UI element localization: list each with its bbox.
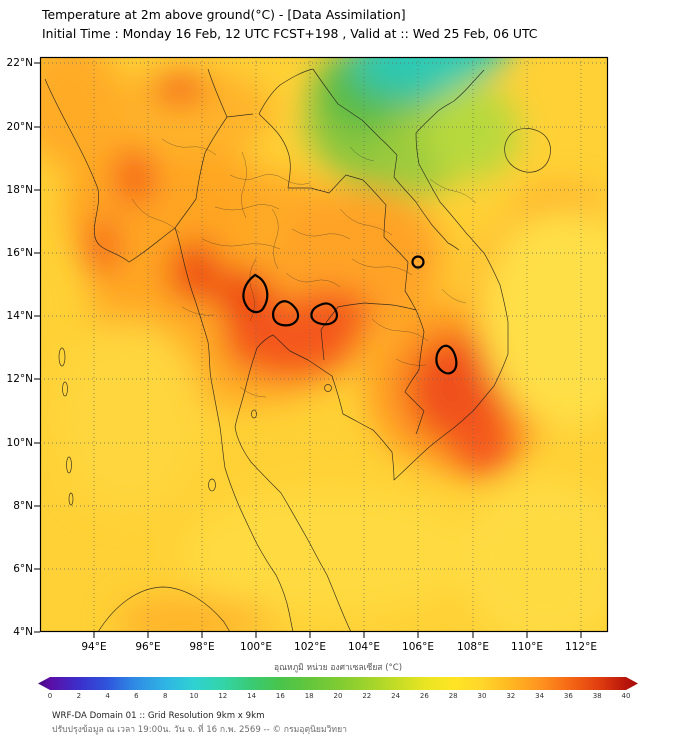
map-subtitle: Initial Time : Monday 16 Feb, 12 UTC FCS… xyxy=(42,25,538,41)
colorbar-tick: 36 xyxy=(563,692,573,700)
y-axis-tick-label: 22°N xyxy=(6,57,33,69)
colorbar-tick: 22 xyxy=(362,692,372,700)
y-axis-tick-label: 6°N xyxy=(13,563,33,575)
colorbar-tick: 30 xyxy=(477,692,487,700)
colorbar-tick: 28 xyxy=(448,692,458,700)
y-axis-tick-label: 20°N xyxy=(6,121,33,133)
temperature-map xyxy=(34,56,609,638)
x-axis-tick-label: 106°E xyxy=(402,641,434,653)
colorbar-bar xyxy=(38,677,638,690)
footer-update-info: ปรับปรุงข้อมูล ณ เวลา 19:00น. วัน จ. ที่… xyxy=(52,724,347,735)
colorbar-tick: 2 xyxy=(76,692,82,700)
colorbar-tick: 20 xyxy=(333,692,343,700)
x-axis-tick-label: 104°E xyxy=(348,641,380,653)
colorbar-label: อุณหภูมิ หน่วย องศาเซลเซียส (°C) xyxy=(273,663,403,673)
x-axis-tick-label: 98°E xyxy=(189,641,215,653)
x-axis-tick-label: 96°E xyxy=(135,641,161,653)
y-axis-tick-label: 14°N xyxy=(6,310,33,322)
colorbar-tick: 32 xyxy=(506,692,516,700)
axis-ticks xyxy=(34,62,582,638)
colorbar-tick: 12 xyxy=(218,692,228,700)
y-axis-tick-label: 4°N xyxy=(13,626,33,638)
colorbar-tick: 4 xyxy=(105,692,110,700)
colorbar-tick: 34 xyxy=(535,692,545,700)
colorbar-tick: 24 xyxy=(391,692,401,700)
map-title: Temperature at 2m above ground(°C) - [Da… xyxy=(42,7,406,22)
province-boundaries xyxy=(131,138,477,398)
colorbar-tick: 40 xyxy=(621,692,631,700)
colorbar-tick: 10 xyxy=(189,692,199,700)
colorbar-tick: 6 xyxy=(134,692,139,700)
colorbar-tick: 14 xyxy=(247,692,257,700)
y-axis-tick-label: 10°N xyxy=(6,437,33,449)
x-axis-tick-label: 110°E xyxy=(511,641,543,653)
colorbar-tick: 38 xyxy=(592,692,602,700)
x-axis-tick-label: 94°E xyxy=(81,641,107,653)
footer-domain-info: WRF-DA Domain 01 :: Grid Resolution 9km … xyxy=(52,711,265,721)
x-axis-tick-label: 108°E xyxy=(457,641,489,653)
colorbar-area: อุณหภูมิ หน่วย องศาเซลเซียส (°C) 0 2 4 6… xyxy=(38,660,638,702)
title-block: Temperature at 2m above ground(°C) - [Da… xyxy=(42,6,537,43)
colorbar-tick: 16 xyxy=(275,692,285,700)
y-axis-tick-label: 18°N xyxy=(6,184,33,196)
grid-lines xyxy=(40,57,608,632)
colorbar-tick: 26 xyxy=(419,692,429,700)
x-axis-tick-label: 102°E xyxy=(294,641,326,653)
colorbar-ticks: 0 2 4 6 8 10 12 14 16 18 20 22 24 26 28 … xyxy=(38,692,638,702)
footer: WRF-DA Domain 01 :: Grid Resolution 9km … xyxy=(52,710,347,738)
bold-contours xyxy=(242,255,458,375)
plot-frame xyxy=(39,56,609,633)
x-axis-tick-label: 112°E xyxy=(565,641,597,653)
colorbar-tick: 18 xyxy=(304,692,314,700)
colorbar-tick: 8 xyxy=(162,692,168,700)
coastline-borders xyxy=(44,68,551,632)
y-axis-tick-label: 8°N xyxy=(13,500,33,512)
y-axis-tick-label: 16°N xyxy=(6,247,33,259)
temperature-field xyxy=(40,57,608,632)
x-axis-tick-label: 100°E xyxy=(240,641,272,653)
map-plot-area: 22°N 20°N 18°N 16°N 14°N 12°N 10°N 8°N 6… xyxy=(7,56,609,653)
colorbar-tick: 0 xyxy=(47,692,53,700)
y-axis-tick-label: 12°N xyxy=(6,373,33,385)
